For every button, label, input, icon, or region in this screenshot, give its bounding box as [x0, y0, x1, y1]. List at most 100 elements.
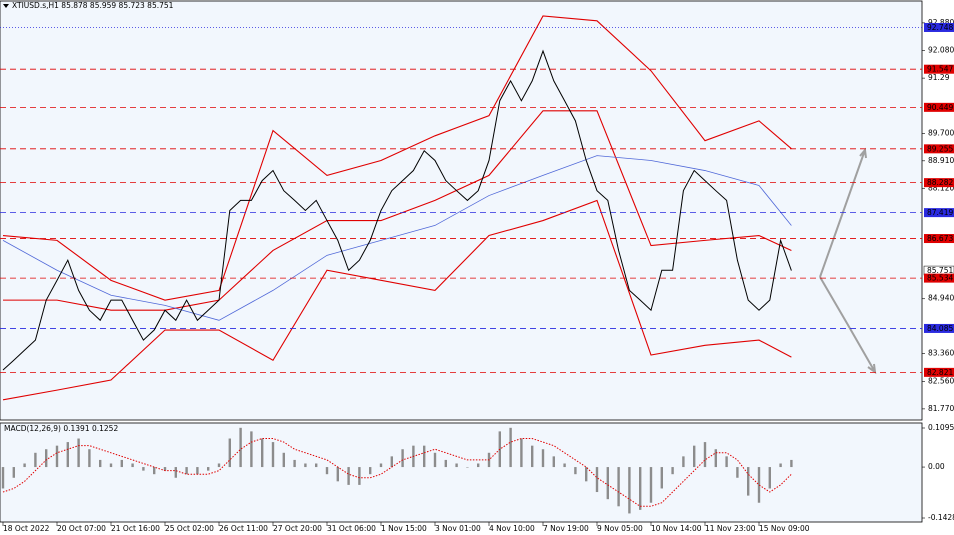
x-tick-label: 10 Nov 14:00 [651, 524, 702, 533]
macd-bar [271, 442, 275, 468]
level-label-box [924, 64, 954, 74]
y-tick-label: 91.29 [928, 73, 950, 82]
level-label-box [924, 367, 954, 377]
x-tick-label: 1 Nov 15:00 [381, 524, 427, 533]
macd-bar [23, 463, 26, 468]
macd-bar [99, 459, 102, 468]
x-tick-label: 3 Nov 01:00 [435, 524, 481, 533]
macd-bar [45, 449, 48, 468]
y-tick-label: 88.910 [928, 156, 954, 165]
arrow-up-head [859, 147, 867, 159]
x-tick-label: 25 Oct 02:00 [165, 524, 214, 533]
chart-title: XTIUSD.s,H1 85.878 85.959 85.723 85.751 [12, 1, 174, 10]
macd-bar [66, 442, 69, 468]
macd-bar [617, 467, 620, 507]
x-tick-label: 18 Oct 2022 [3, 524, 50, 533]
macd-bar [574, 467, 577, 475]
macd-bar [433, 452, 437, 468]
y-tick-label: 0.1095 [928, 423, 954, 432]
level-label: 85.751 [927, 266, 953, 275]
moving-average [2, 155, 792, 321]
macd-bar [239, 427, 242, 468]
level-label: 87.419 [927, 208, 953, 217]
macd-bar [325, 467, 329, 475]
macd-bar [563, 463, 566, 468]
macd-bar [714, 449, 717, 468]
macd-bar [660, 467, 663, 489]
macd-bar [520, 438, 523, 468]
macd-bar [725, 456, 728, 468]
bollinger-upper [2, 15, 792, 301]
price-panel [0, 0, 923, 421]
y-tick-label: 88.120 [928, 183, 954, 192]
level-label: 89.255 [927, 144, 953, 153]
macd-bar [174, 467, 177, 478]
y-tick-label: 92.080 [928, 46, 954, 55]
level-label: 82.821 [927, 368, 953, 377]
y-tick-label: -0.1428 [928, 513, 954, 522]
y-tick-label: 84.940 [928, 294, 954, 303]
macd-bar [541, 449, 545, 468]
macd-bar [120, 459, 123, 468]
macd-bar [736, 467, 739, 478]
x-tick-label: 15 Nov 09:00 [759, 524, 810, 533]
y-tick-label: 89.700 [928, 128, 954, 137]
macd-bar [628, 467, 631, 514]
macd-bar [88, 449, 91, 468]
macd-bar [304, 463, 307, 468]
y-tick-label: 83.360 [928, 349, 954, 358]
macd-bar [649, 467, 653, 503]
level-label-box [924, 323, 954, 333]
macd-bar [142, 467, 145, 471]
price-line [2, 49, 792, 371]
macd-bar [747, 467, 750, 496]
level-label: 92.748 [927, 23, 953, 32]
macd-bar [682, 456, 685, 468]
y-tick-label: 81.770 [928, 404, 954, 413]
level-label-box [924, 102, 954, 112]
arrow-down [819, 276, 876, 373]
level-label: 85.534 [927, 274, 953, 283]
level-label: 91.547 [927, 65, 953, 74]
macd-bar [779, 463, 782, 468]
macd-bar [703, 442, 707, 468]
level-label-box [924, 178, 954, 188]
level-label-box [924, 208, 954, 218]
x-tick-label: 4 Nov 10:00 [489, 524, 535, 533]
macd-bar [217, 463, 221, 468]
macd-bar [757, 467, 761, 503]
macd-bar [153, 467, 156, 475]
collapse-icon[interactable] [3, 4, 9, 8]
macd-bar [585, 467, 588, 482]
macd-bar [358, 467, 361, 485]
macd-bar [77, 438, 80, 468]
y-tick-label: 92.880 [928, 18, 954, 27]
x-tick-label: 11 Nov 23:00 [705, 524, 756, 533]
x-tick-label: 31 Oct 06:00 [327, 524, 376, 533]
macd-bar [163, 467, 167, 471]
macd-bar [207, 467, 210, 471]
macd-bar [552, 456, 555, 468]
macd-bar [336, 467, 339, 482]
macd-bar [477, 463, 480, 468]
x-tick-label: 26 Oct 11:00 [219, 524, 268, 533]
macd-bar [293, 459, 296, 468]
macd-bar [595, 467, 599, 493]
macd-bar [315, 463, 318, 468]
x-tick-label: 7 Nov 19:00 [543, 524, 589, 533]
macd-bar [390, 456, 393, 468]
signal-line [2, 438, 792, 507]
macd-bar [423, 445, 426, 468]
x-tick-label: 9 Nov 05:00 [597, 524, 643, 533]
macd-bar [109, 463, 113, 468]
x-tick-label: 21 Oct 16:00 [111, 524, 160, 533]
x-tick-label: 20 Oct 07:00 [57, 524, 106, 533]
level-label-box [924, 273, 954, 283]
y-tick-label: 82.560 [928, 376, 954, 385]
macd-bar [347, 467, 350, 485]
macd-bar [34, 452, 37, 468]
macd-panel [0, 422, 923, 523]
macd-bar [228, 438, 231, 468]
macd-bar [379, 463, 383, 468]
macd-bar [250, 431, 253, 468]
